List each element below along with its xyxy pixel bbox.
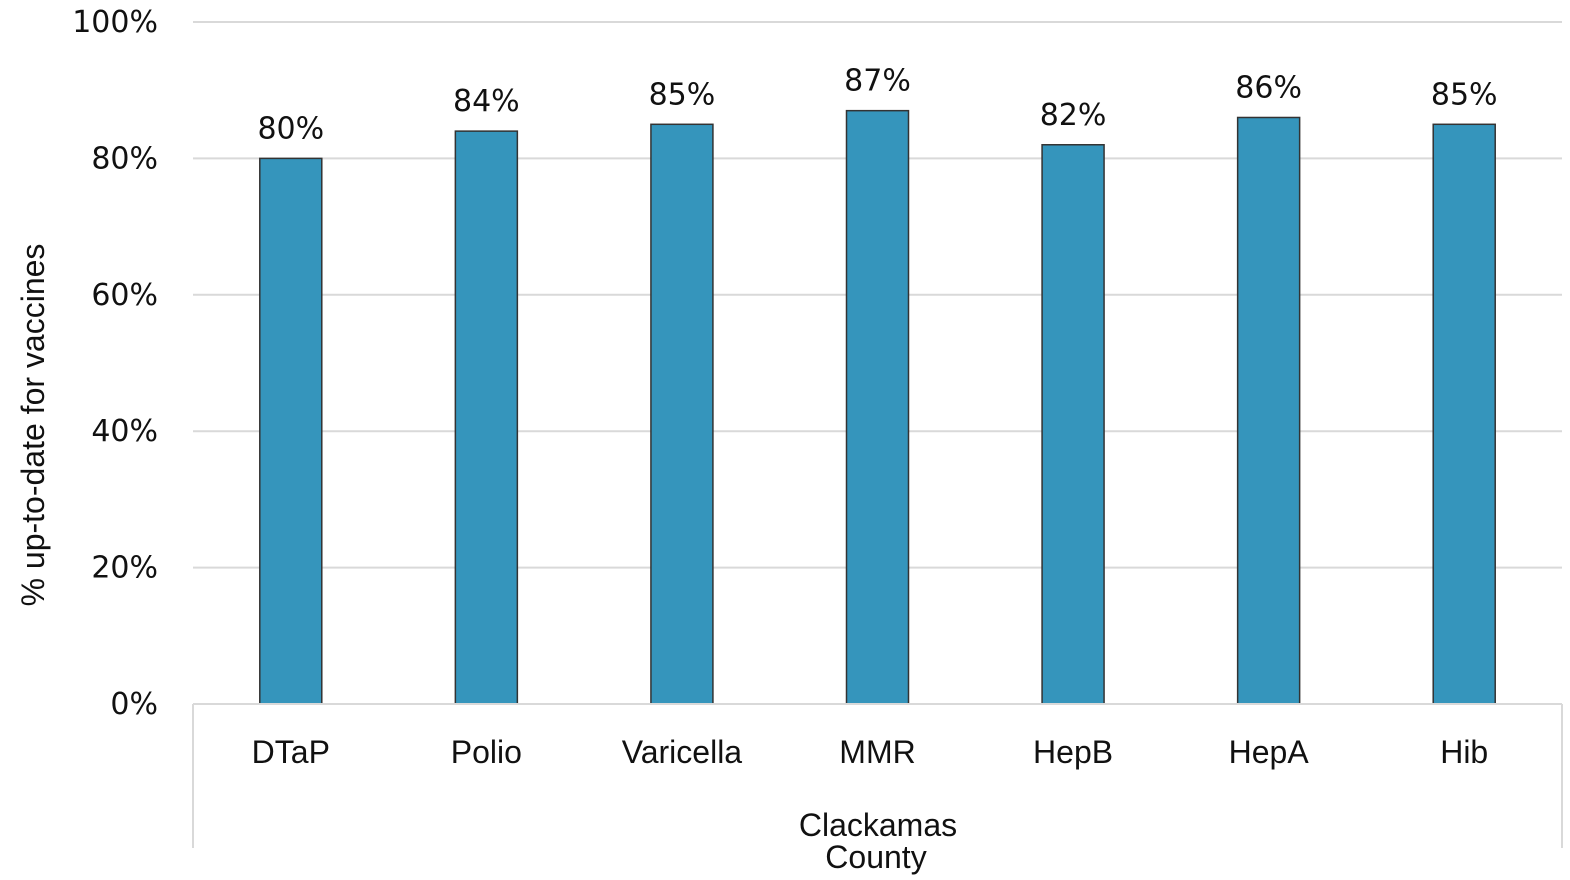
bar-polio xyxy=(454,130,519,705)
x-category-label: HepA xyxy=(1229,734,1310,770)
data-label: 82% xyxy=(1040,98,1107,133)
data-label: 84% xyxy=(453,84,520,119)
bar-hepb xyxy=(1041,144,1105,705)
y-tick-label: 80% xyxy=(91,141,158,176)
data-label: 85% xyxy=(649,77,716,112)
data-label: 80% xyxy=(257,111,324,146)
x-axis-categories: DTaP Polio Varicella MMR HepB HepA Hib xyxy=(252,734,1489,770)
data-label: 85% xyxy=(1431,77,1498,112)
y-tick-label: 20% xyxy=(91,551,158,586)
y-tick-label: 60% xyxy=(91,278,158,313)
x-category-label: HepB xyxy=(1033,734,1113,770)
bar-hib xyxy=(1432,123,1496,705)
bar-hepa xyxy=(1236,116,1301,705)
x-category-label: Varicella xyxy=(622,734,743,770)
y-axis-ticks: 0% 20% 40% 60% 80% 100% xyxy=(72,5,158,722)
x-category-label: DTaP xyxy=(252,734,330,770)
x-category-label: Polio xyxy=(451,734,522,770)
y-tick-label: 40% xyxy=(91,414,158,449)
data-labels: 80% 84% 85% 87% 82% 86% 85% xyxy=(257,64,1497,147)
bars xyxy=(259,109,1496,705)
bar-dtap xyxy=(259,157,323,705)
group-label-line-2: County xyxy=(825,839,926,875)
data-label: 86% xyxy=(1235,70,1302,105)
y-tick-label: 0% xyxy=(110,687,158,722)
bar-mmr xyxy=(845,109,910,705)
group-label-line-1: Clackamas xyxy=(799,807,957,843)
x-category-label: MMR xyxy=(839,734,915,770)
y-tick-label: 100% xyxy=(72,5,158,40)
x-category-label: Hib xyxy=(1440,734,1488,770)
bar-varicella xyxy=(650,123,714,705)
data-label: 87% xyxy=(844,64,911,99)
axes xyxy=(192,703,1563,848)
y-axis-title: % up-to-date for vaccines xyxy=(15,244,51,607)
